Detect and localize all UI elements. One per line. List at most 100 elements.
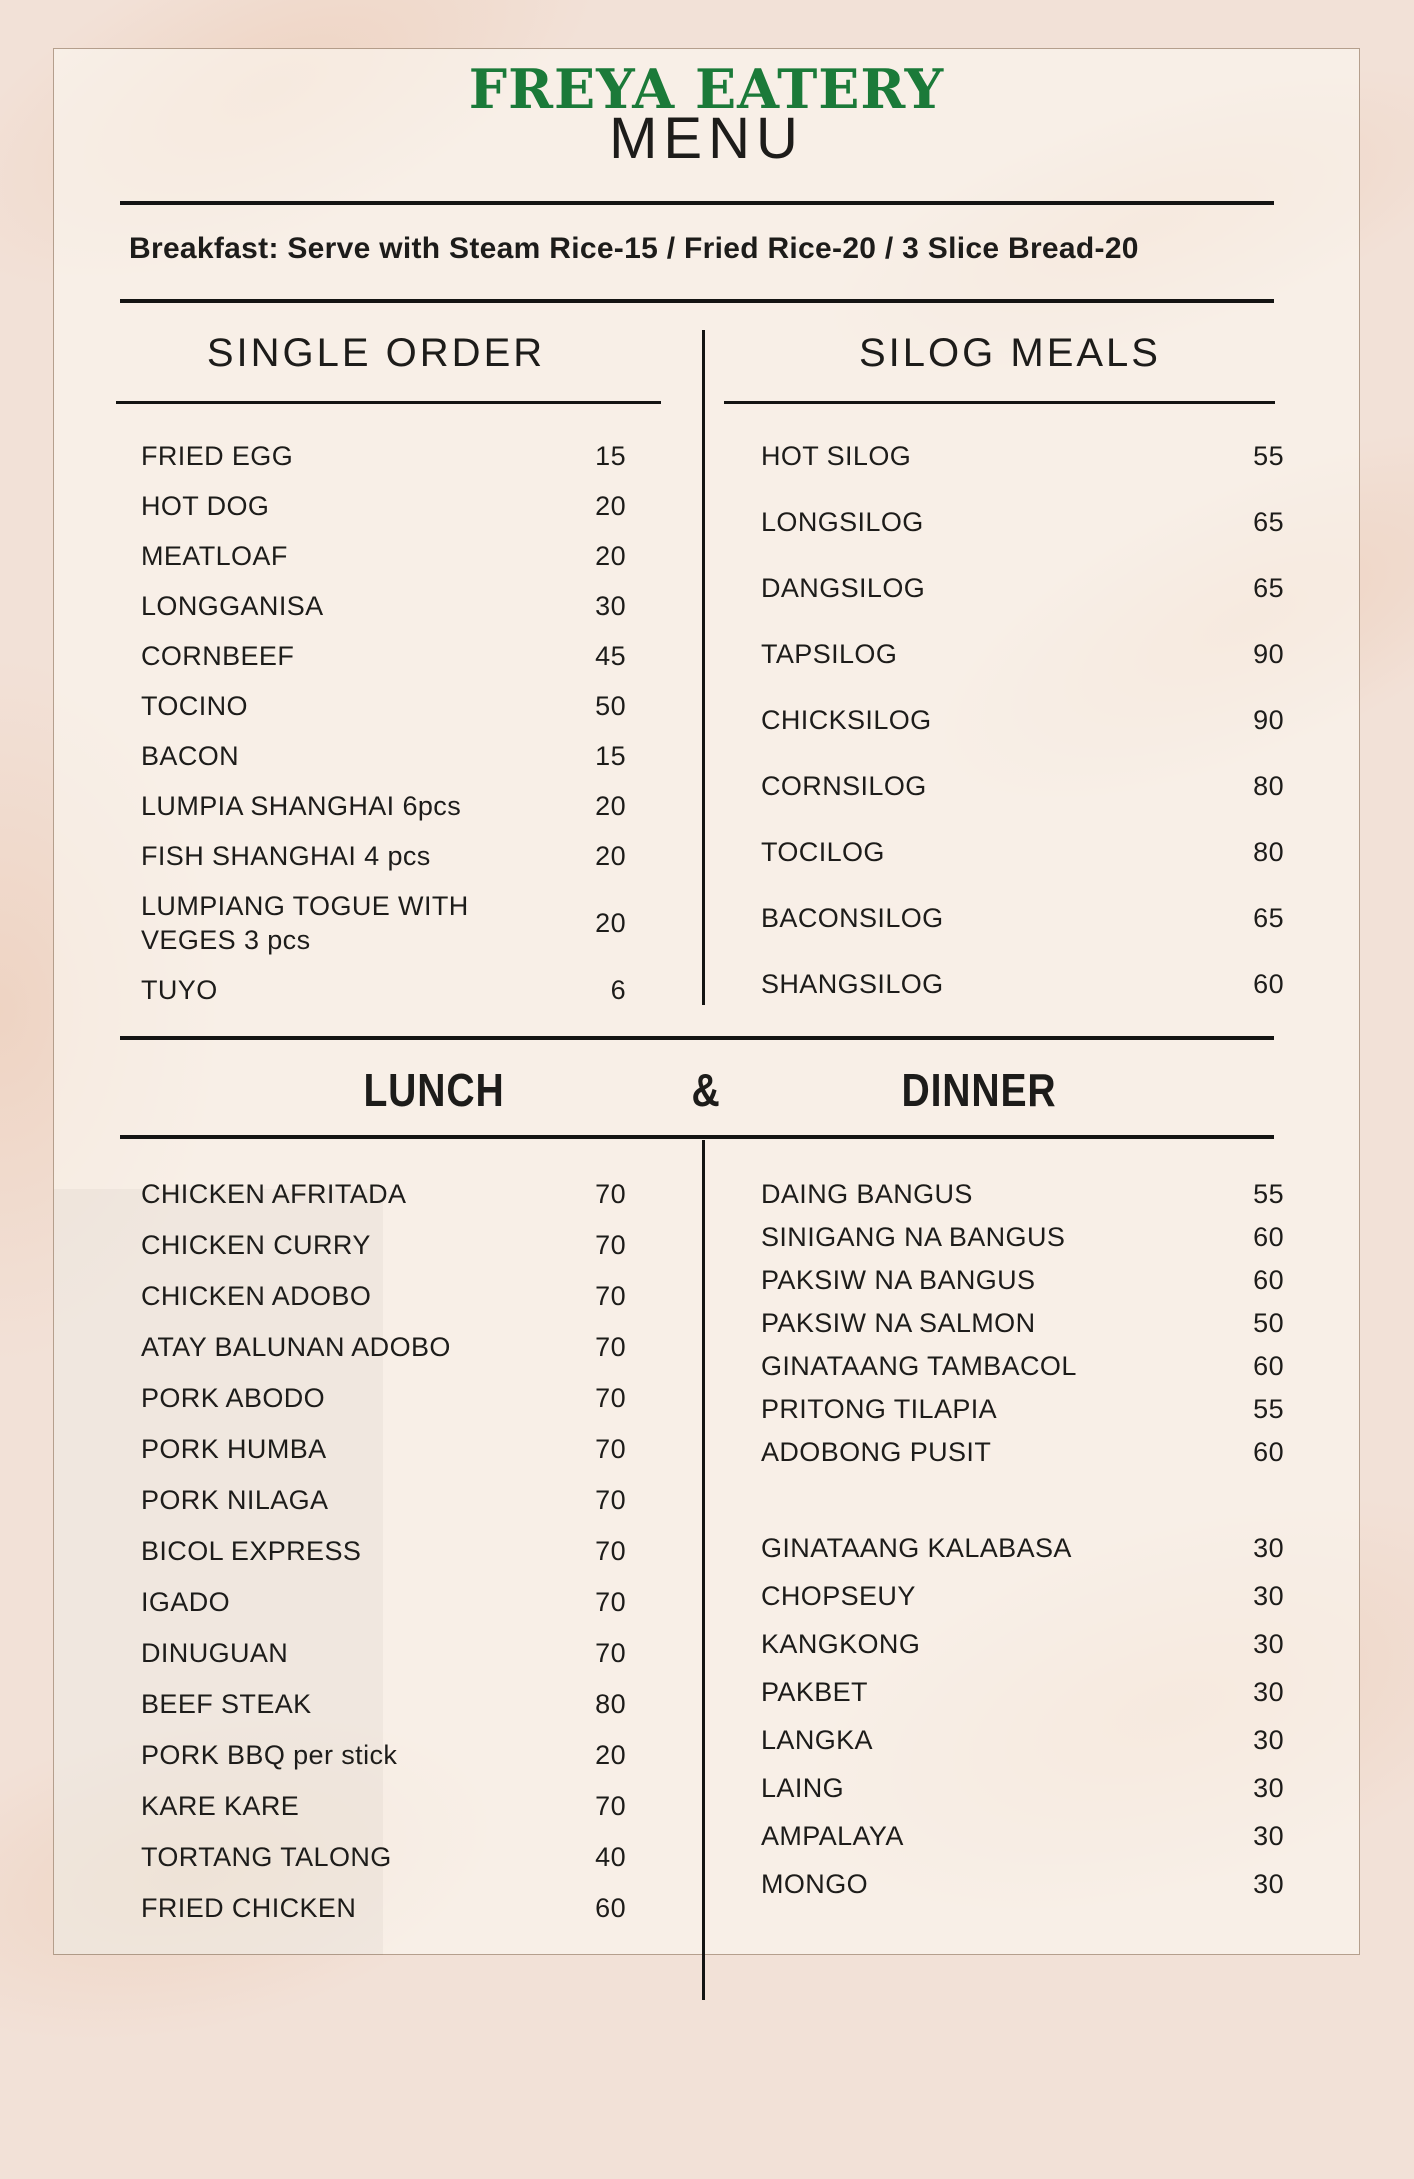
divider-line (120, 1135, 1274, 1139)
item-price: 30 (1253, 1629, 1284, 1659)
menu-item-row: LAING 30 (726, 1771, 1294, 1805)
item-name: CORNBEEF (141, 641, 295, 671)
section-dinner: DAING BANGUS 55 SINIGANG NA BANGUS 60 PA… (726, 1177, 1294, 1901)
menu-card: FREYA EATERY MENU Breakfast: Serve with … (53, 48, 1360, 1955)
item-name: DINUGUAN (141, 1638, 289, 1668)
item-price: 70 (595, 1485, 626, 1515)
item-name: FISH SHANGHAI 4 pcs (141, 841, 431, 871)
menu-item-row: HOT SILOG 55 (726, 439, 1294, 473)
item-name: GINATAANG KALABASA (761, 1533, 1072, 1563)
menu-item-row: IGADO 70 (116, 1585, 636, 1619)
section-underline (724, 401, 1275, 404)
item-name: LAING (761, 1773, 845, 1803)
column-divider-top (702, 330, 705, 1005)
item-name: FRIED CHICKEN (141, 1893, 357, 1923)
item-name: PORK ABODO (141, 1383, 326, 1413)
item-name: DAING BANGUS (761, 1179, 973, 1209)
item-name: LUMPIA SHANGHAI 6pcs (141, 791, 462, 821)
item-price: 30 (1253, 1677, 1284, 1707)
menu-item-row: DINUGUAN 70 (116, 1636, 636, 1670)
item-price: 70 (595, 1791, 626, 1821)
menu-item-row: BICOL EXPRESS 70 (116, 1534, 636, 1568)
item-name: BICOL EXPRESS (141, 1536, 362, 1566)
menu-item-row: CORNBEEF 45 (116, 639, 636, 673)
item-name: HOT SILOG (761, 441, 912, 471)
menu-item-row: AMPALAYA 30 (726, 1819, 1294, 1853)
item-price: 6 (610, 975, 626, 1005)
item-price: 50 (1253, 1308, 1284, 1338)
divider-line (120, 1036, 1274, 1040)
item-name: AMPALAYA (761, 1821, 904, 1851)
menu-item-row: FRIED CHICKEN 60 (116, 1891, 636, 1925)
item-price: 30 (1253, 1869, 1284, 1899)
dinner-vegetable-list: GINATAANG KALABASA 30 CHOPSEUY 30 KANGKO… (726, 1531, 1294, 1901)
menu-title: MENU (609, 106, 804, 171)
menu-item-row: CHICKEN CURRY 70 (116, 1228, 636, 1262)
item-name: KARE KARE (141, 1791, 300, 1821)
section-title-single-order: SINGLE ORDER (206, 331, 546, 375)
divider-line (120, 201, 1274, 205)
menu-item-row: PAKSIW NA SALMON 50 (726, 1306, 1294, 1340)
menu-item-row: PAKSIW NA BANGUS 60 (726, 1263, 1294, 1297)
item-price: 70 (595, 1536, 626, 1566)
item-name: GINATAANG TAMBACOL (761, 1351, 1077, 1381)
item-price: 90 (1253, 705, 1284, 735)
breakfast-note: Breakfast: Serve with Steam Rice-15 / Fr… (129, 232, 1139, 265)
item-name: LUMPIANG TOGUE WITH VEGES 3 pcs (141, 891, 469, 955)
item-price: 80 (595, 1689, 626, 1719)
item-name: BACONSILOG (761, 903, 944, 933)
menu-item-row: LANGKA 30 (726, 1723, 1294, 1757)
item-price: 30 (1253, 1725, 1284, 1755)
item-price: 15 (595, 441, 626, 471)
menu-item-row: CHOPSEUY 30 (726, 1579, 1294, 1613)
menu-item-row: PRITONG TILAPIA 55 (726, 1392, 1294, 1426)
menu-item-row: LUMPIANG TOGUE WITH VEGES 3 pcs 20 (116, 889, 636, 957)
menu-item-row: HOT DOG 20 (116, 489, 636, 523)
lunch-list: CHICKEN AFRITADA 70 CHICKEN CURRY 70 CHI… (116, 1177, 636, 1925)
column-divider-bottom (702, 1140, 705, 2000)
menu-item-row: LONGSILOG 65 (726, 505, 1294, 539)
item-name: LONGGANISA (141, 591, 324, 621)
item-price: 60 (1253, 969, 1284, 999)
item-price: 90 (1253, 639, 1284, 669)
item-name: PORK NILAGA (141, 1485, 329, 1515)
item-name: ATAY BALUNAN ADOBO (141, 1332, 451, 1362)
item-price: 30 (1253, 1581, 1284, 1611)
menu-item-row: GINATAANG TAMBACOL 60 (726, 1349, 1294, 1383)
menu-item-row: TAPSILOG 90 (726, 637, 1294, 671)
item-name: DANGSILOG (761, 573, 926, 603)
item-name: HOT DOG (141, 491, 270, 521)
menu-item-row: SINIGANG NA BANGUS 60 (726, 1220, 1294, 1254)
menu-item-row: FRIED EGG 15 (116, 439, 636, 473)
section-underline (116, 401, 661, 404)
menu-item-row: BACONSILOG 65 (726, 901, 1294, 935)
item-price: 20 (595, 1740, 626, 1770)
menu-item-row: KANGKONG 30 (726, 1627, 1294, 1661)
item-name: MEATLOAF (141, 541, 288, 571)
item-name: TAPSILOG (761, 639, 898, 669)
silog-meals-list: HOT SILOG 55 LONGSILOG 65 DANGSILOG 65 (726, 439, 1294, 1001)
item-name: CORNSILOG (761, 771, 927, 801)
item-price: 65 (1253, 573, 1284, 603)
item-price: 60 (1253, 1437, 1284, 1467)
menu-item-row: PORK HUMBA 70 (116, 1432, 636, 1466)
menu-item-row: MONGO 30 (726, 1867, 1294, 1901)
menu-item-row: DAING BANGUS 55 (726, 1177, 1294, 1211)
item-price: 15 (595, 741, 626, 771)
item-price: 30 (1253, 1821, 1284, 1851)
item-price: 65 (1253, 903, 1284, 933)
menu-item-row: CHICKEN AFRITADA 70 (116, 1177, 636, 1211)
menu-item-row: TOCILOG 80 (726, 835, 1294, 869)
menu-item-row: ATAY BALUNAN ADOBO 70 (116, 1330, 636, 1364)
item-name: PAKBET (761, 1677, 868, 1707)
item-price: 50 (595, 691, 626, 721)
item-price: 55 (1253, 1179, 1284, 1209)
menu-item-row: KARE KARE 70 (116, 1789, 636, 1823)
lunch-dinner-header: LUNCH & DINNER (54, 1063, 1359, 1133)
menu-item-row: PORK ABODO 70 (116, 1381, 636, 1415)
item-price: 30 (1253, 1533, 1284, 1563)
item-price: 20 (595, 791, 626, 821)
section-silog-meals: SILOG MEALS HOT SILOG 55 LONGSILOG 65 (724, 331, 1294, 1001)
menu-item-row: ADOBONG PUSIT 60 (726, 1435, 1294, 1469)
shadow-overlay (54, 1189, 383, 1955)
